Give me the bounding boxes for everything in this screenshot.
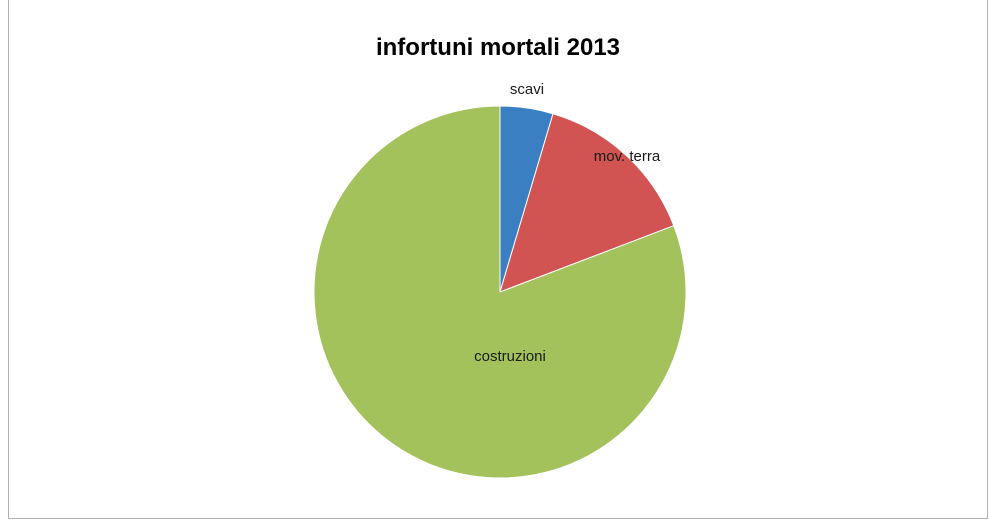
pie-slice-costruzioni [313, 105, 687, 479]
chart-area: infortuni mortali 2013 scavi mov. terra co… [8, 0, 988, 519]
slice-label-costruzioni: costruzioni [474, 348, 546, 365]
slice-label-mov-terra: mov. terra [594, 148, 661, 165]
pie-slices [313, 105, 687, 479]
chart-title: infortuni mortali 2013 [375, 34, 621, 61]
pie-labels: scavi mov. terra costruzioni [474, 81, 661, 365]
slice-label-scavi: scavi [510, 81, 544, 98]
pie-slice-mov-terra [499, 113, 675, 293]
pie-chart: scavi mov. terra costruzioni [313, 81, 687, 479]
